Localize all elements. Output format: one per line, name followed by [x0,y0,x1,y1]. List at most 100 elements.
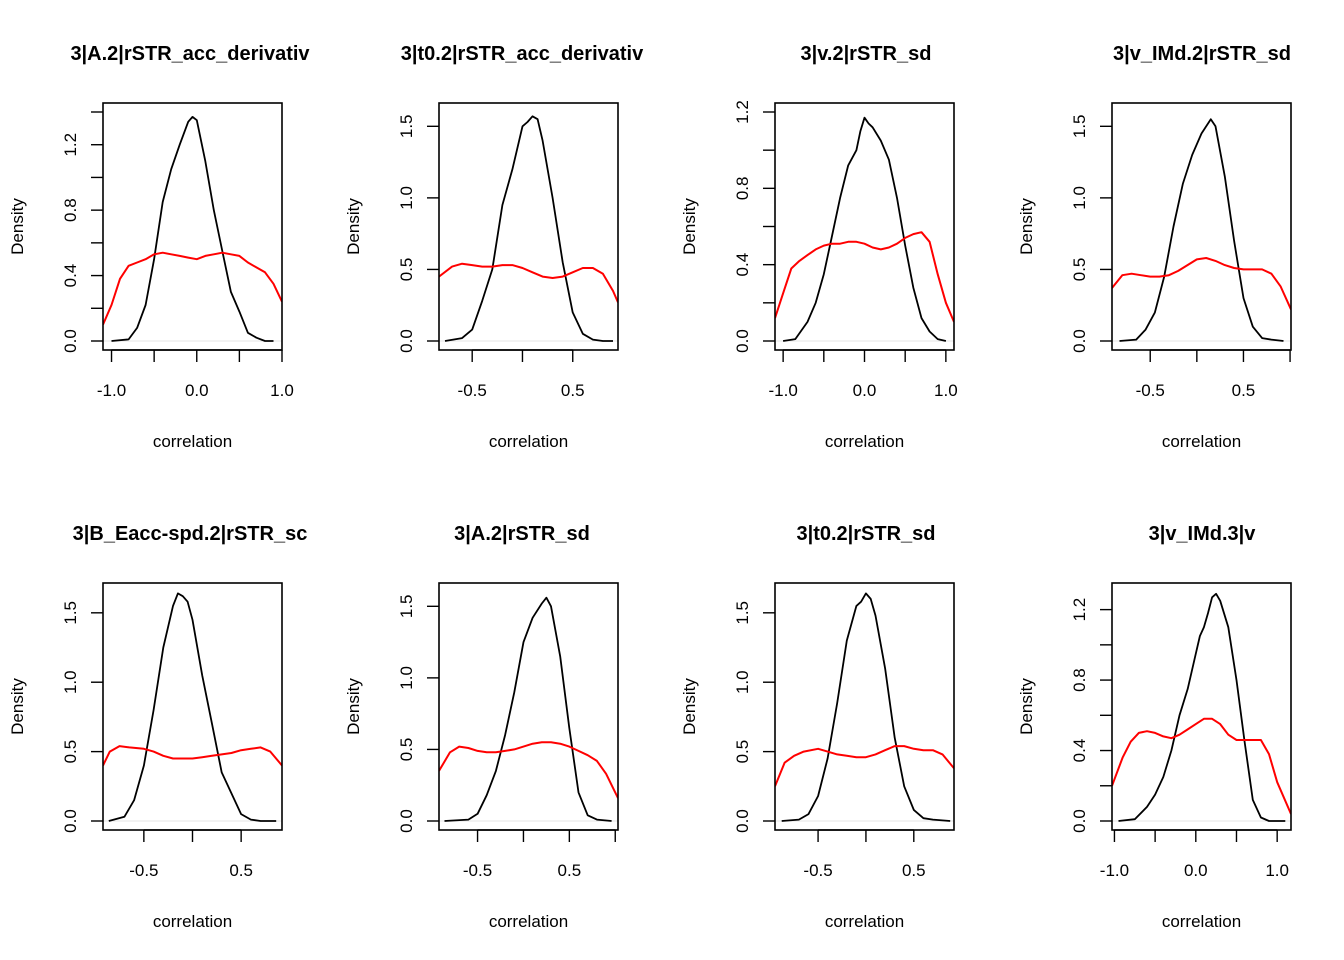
observed-density-curve [1119,118,1284,342]
y-tick-label: 0.0 [1070,329,1089,353]
density-panel-1: 3|A.2|rSTR_acc_derivativ -1.0 0.0 1.0 0.0 0.4… [8,43,310,451]
x-axis-label: correlation [489,912,568,931]
observed-density-curve [444,115,613,342]
y-tick-label: 0.8 [61,198,80,222]
x-tick-label: -1.0 [768,381,797,400]
y-tick-label: 0.0 [397,329,416,353]
density-panel-2: 3|t0.2|rSTR_acc_derivativ -0.5 0.5 0.0 0.5 1.… [344,43,644,451]
y-axis-label: Density [344,678,363,735]
density-panel-8: 3|v_IMd.3|v -1.0 0.0 1.0 0.0 0.4 0.8 1.2 correla… [1017,523,1292,931]
y-tick-label: 1.0 [397,186,416,210]
observed-density-curve [111,116,274,342]
x-axis-label: correlation [1162,912,1241,931]
y-tick-label: 0.0 [733,809,752,833]
y-tick-label: 0.5 [61,740,80,764]
x-tick-label: 0.5 [902,861,926,880]
y-tick-label: 1.0 [733,670,752,694]
null-density-curve [103,251,282,325]
density-panel-6: 3|A.2|rSTR_sd -0.5 0.5 0.0 0.5 1.0 1.5 correlat… [344,523,619,931]
observed-density-curve [781,592,951,822]
y-tick-label: 1.5 [1070,114,1089,138]
x-tick-label: 0.5 [229,861,253,880]
y-tick-label: 1.0 [1070,186,1089,210]
density-panel-4: 3|v_IMd.2|rSTR_sd -0.5 0.5 0.0 0.5 1.0 1.5 corr… [1017,43,1292,451]
panel-title: 3|t0.2|rSTR_acc_derivativ [401,43,644,65]
x-tick-label: -0.5 [803,861,832,880]
y-tick-label: 0.5 [397,258,416,282]
observed-density-curve [108,592,277,822]
x-tick-label: -1.0 [1100,861,1129,880]
null-density-curve [775,231,954,323]
x-axis-label: correlation [825,432,904,451]
x-tick-label: -0.5 [129,861,158,880]
panel-title: 3|t0.2|rSTR_sd [796,523,935,545]
panel-title: 3|A.2|rSTR_acc_derivativ [70,43,310,65]
x-tick-label: -0.5 [458,381,487,400]
panel-title: 3|v_IMd.2|rSTR_sd [1113,43,1291,65]
y-tick-label: 1.2 [61,133,80,157]
x-tick-label: -1.0 [97,381,126,400]
y-tick-label: 0.4 [733,253,752,277]
y-tick-label: 1.2 [1070,598,1089,622]
y-tick-label: 0.4 [1070,739,1089,763]
x-tick-label: 0.0 [1184,861,1208,880]
y-axis-label: Density [8,198,27,255]
panel-title: 3|v_IMd.3|v [1149,523,1257,545]
y-tick-label: 0.0 [397,809,416,833]
y-tick-label: 1.5 [733,601,752,625]
y-axis-label: Density [1017,678,1036,735]
y-axis-label: Density [1017,198,1036,255]
y-tick-label: 0.5 [397,738,416,762]
y-tick-label: 1.5 [61,601,80,625]
y-axis-label: Density [680,678,699,735]
observed-density-curve [1118,592,1286,822]
null-density-curve [1112,717,1291,815]
x-axis-label: correlation [1162,432,1241,451]
x-axis-label: correlation [153,432,232,451]
x-tick-label: 0.5 [561,381,585,400]
x-tick-label: -0.5 [1136,381,1165,400]
y-tick-label: 0.8 [1070,668,1089,692]
y-tick-label: 0.5 [733,740,752,764]
observed-density-curve [782,116,947,342]
x-tick-label: 0.0 [185,381,209,400]
panel-title: 3|A.2|rSTR_sd [454,523,590,545]
y-tick-label: 1.0 [61,670,80,694]
null-density-curve [103,745,282,767]
density-panel-5: 3|B_Eacc-spd.2|rSTR_sc -0.5 0.5 0.0 0.5 1.0 1.… [8,523,307,931]
null-density-curve [775,745,954,787]
x-tick-label: 0.0 [853,381,877,400]
y-axis-label: Density [8,678,27,735]
density-panel-7: 3|t0.2|rSTR_sd -0.5 0.5 0.0 0.5 1.0 1.5 correla… [680,523,955,931]
x-axis-label: correlation [825,912,904,931]
x-tick-label: 1.0 [1265,861,1289,880]
y-tick-label: 0.0 [61,329,80,353]
panel-title: 3|v.2|rSTR_sd [801,43,932,65]
y-tick-label: 1.0 [397,666,416,690]
y-tick-label: 0.4 [61,264,80,288]
y-tick-label: 0.0 [1070,809,1089,833]
panel-title: 3|B_Eacc-spd.2|rSTR_sc [73,523,308,545]
x-tick-label: -0.5 [463,861,492,880]
x-tick-label: 1.0 [270,381,294,400]
y-axis-label: Density [344,198,363,255]
density-panel-3: 3|v.2|rSTR_sd -1.0 0.0 1.0 0.0 0.4 0.8 1.2 corre… [680,43,958,451]
x-tick-label: 1.0 [934,381,958,400]
observed-density-curve [444,596,612,822]
y-tick-label: 0.0 [61,809,80,833]
null-density-curve [439,262,618,303]
null-density-curve [1112,257,1291,310]
y-axis-label: Density [680,198,699,255]
y-tick-label: 1.5 [397,594,416,618]
y-tick-label: 0.0 [733,329,752,353]
y-tick-label: 1.5 [397,114,416,138]
y-tick-label: 0.5 [1070,258,1089,282]
x-tick-label: 0.5 [558,861,582,880]
y-tick-label: 0.8 [733,177,752,201]
x-axis-label: correlation [153,912,232,931]
x-tick-label: 0.5 [1232,381,1256,400]
y-tick-label: 1.2 [733,100,752,124]
null-density-curve [439,741,618,799]
